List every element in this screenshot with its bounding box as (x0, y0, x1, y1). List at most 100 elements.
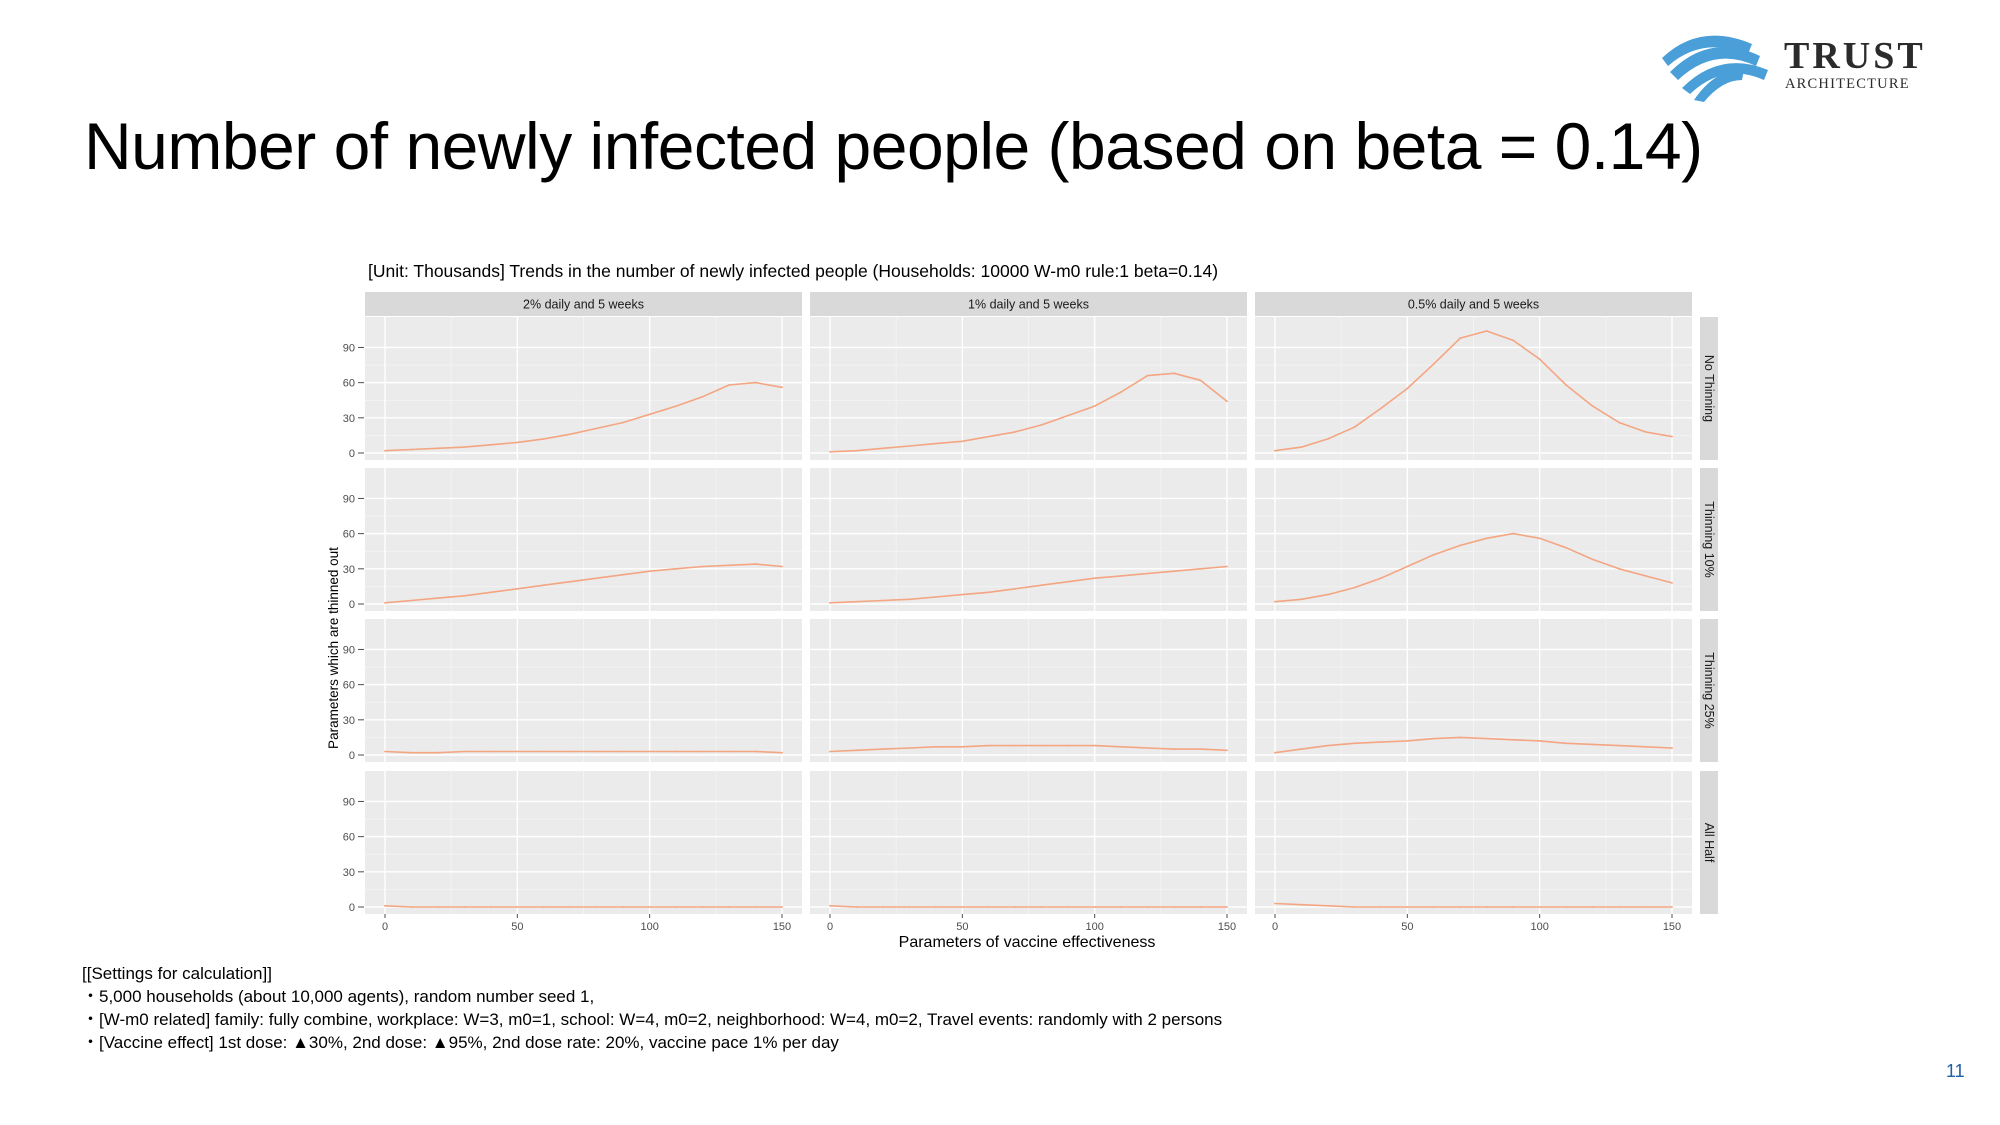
data-point (1067, 906, 1070, 908)
data-point (1353, 742, 1356, 745)
data-point (490, 750, 492, 753)
data-point (1591, 558, 1594, 561)
data-point (829, 450, 831, 453)
data-point (781, 565, 783, 568)
series-line (384, 563, 783, 604)
chart-svg: [Unit: Thousands] Trends in the number o… (326, 261, 1718, 951)
panels-layer: 2% daily and 5 weeks 1% daily and 5 weeks… (343, 292, 1718, 933)
data-point (648, 413, 651, 416)
data-point (1040, 744, 1043, 747)
data-point (829, 750, 831, 753)
data-point (1199, 748, 1202, 750)
data-point (882, 599, 884, 602)
y-tick-label: 30 (343, 715, 355, 727)
data-point (961, 745, 964, 748)
data-point (987, 435, 990, 438)
data-point (595, 577, 598, 580)
data-point (855, 749, 858, 752)
data-point (516, 750, 519, 753)
data-point (1199, 567, 1202, 570)
x-tick-label: 0 (827, 921, 833, 933)
facet-strip (1700, 468, 1718, 611)
data-point (1432, 363, 1435, 365)
data-point (1173, 570, 1175, 573)
x-tick-label: 50 (1401, 921, 1413, 933)
data-point (1173, 906, 1175, 908)
data-point (675, 750, 677, 753)
y-tick-label: 0 (349, 750, 355, 762)
y-tick-label: 0 (349, 599, 355, 611)
data-point (1226, 400, 1228, 403)
x-tick-label: 50 (956, 921, 968, 933)
data-point (882, 748, 884, 750)
data-point (781, 906, 783, 908)
data-point (754, 906, 757, 908)
series-line (384, 750, 783, 754)
data-point (542, 584, 545, 587)
data-point (1618, 744, 1620, 747)
data-point (463, 594, 466, 597)
data-point (1120, 906, 1122, 908)
data-point (675, 567, 677, 570)
data-point (961, 593, 964, 596)
data-point (754, 563, 757, 565)
data-point (1226, 565, 1228, 568)
data-point (1485, 330, 1488, 332)
data-point (935, 442, 937, 445)
data-point (1327, 744, 1329, 747)
data-point (1327, 593, 1329, 596)
data-point (437, 597, 439, 599)
data-point (754, 750, 757, 753)
trust-architecture-logo: TRUST ARCHITECTURE (1660, 22, 1970, 102)
data-point (987, 591, 990, 594)
data-point (1093, 744, 1096, 747)
data-point (1671, 435, 1673, 438)
series-line (829, 372, 1228, 453)
facet-row-label: All Half (1702, 823, 1716, 863)
facet-row-label: No Thinning (1702, 355, 1716, 422)
data-point (1040, 424, 1043, 426)
data-point (1538, 740, 1541, 742)
data-point (1591, 405, 1594, 407)
data-point (569, 750, 572, 753)
y-tick-label: 30 (343, 564, 355, 576)
data-point (1406, 740, 1409, 742)
facet-strip (1700, 771, 1718, 914)
data-point (1618, 906, 1620, 908)
y-tick-label: 0 (349, 902, 355, 914)
data-point (1040, 584, 1043, 587)
facet-line-chart: [Unit: Thousands] Trends in the number o… (320, 255, 1720, 960)
data-point (1565, 384, 1567, 386)
data-point (1644, 745, 1647, 748)
data-point (1300, 598, 1303, 601)
data-point (829, 601, 831, 604)
facet-row-label: Thinning 10% (1702, 501, 1716, 577)
series-line (829, 905, 1227, 908)
data-point (1644, 575, 1647, 577)
y-tick-label: 90 (343, 644, 355, 656)
data-point (490, 591, 492, 594)
data-point (1512, 906, 1515, 908)
data-point (935, 906, 937, 908)
data-point (1380, 577, 1382, 580)
data-point (1146, 572, 1149, 575)
data-point (1274, 600, 1276, 603)
data-point (1380, 741, 1382, 743)
data-point (437, 447, 439, 450)
data-point (908, 906, 911, 908)
slide-title: Number of newly infected people (based o… (84, 109, 1703, 183)
logo-word: TRUST (1784, 35, 1926, 77)
data-point (622, 421, 625, 424)
data-point (1644, 431, 1647, 433)
data-point (542, 906, 545, 908)
data-point (622, 750, 625, 753)
settings-line: ・[W-m0 related] family: fully combine, w… (82, 1010, 1223, 1029)
data-point (728, 750, 730, 753)
data-point (1300, 748, 1303, 750)
data-point (1093, 906, 1096, 908)
data-point (490, 906, 492, 908)
data-point (1353, 906, 1356, 908)
data-point (1406, 906, 1409, 908)
data-point (1432, 553, 1435, 556)
facet-strip (1255, 292, 1692, 316)
